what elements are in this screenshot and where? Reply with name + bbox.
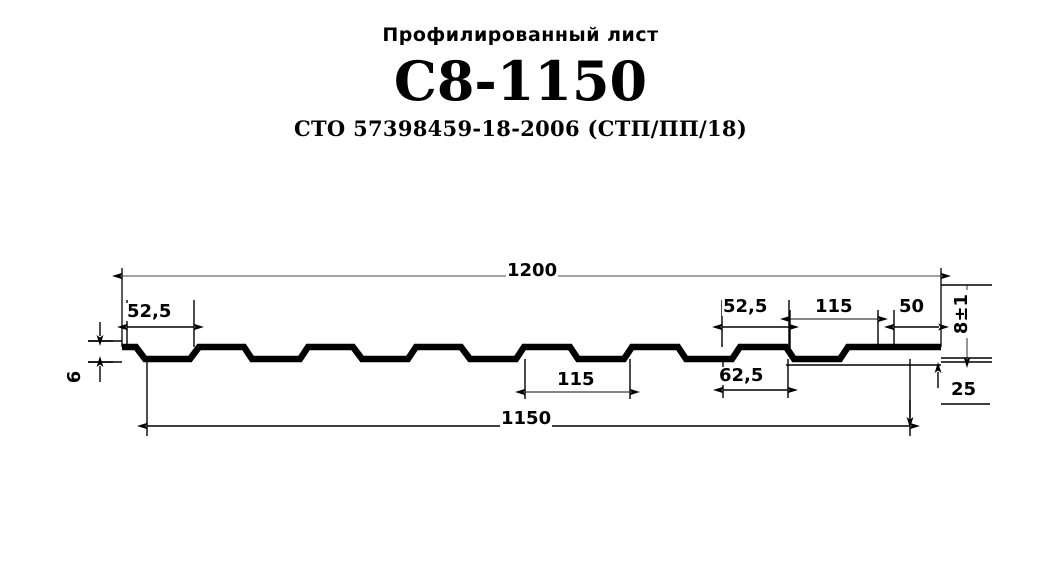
dim-label-25: 25	[950, 379, 978, 400]
dim-label-52-5-right: 52,5	[722, 296, 769, 317]
product-type-label: Профилированный лист	[382, 24, 659, 46]
profile-left-edge	[88, 340, 122, 363]
dim-50	[884, 310, 949, 347]
ext-1200	[121, 268, 942, 347]
profile-outline	[122, 343, 941, 363]
dim-label-1150: 1150	[500, 408, 553, 429]
dim-115-top	[780, 310, 888, 350]
title-block: Профилированный лист С8-1150 СТО 5739845…	[0, 22, 1041, 144]
dim-label-62-5: 62,5	[718, 365, 765, 386]
dim-label-115-top: 115	[814, 296, 854, 317]
standard-reference: СТО 57398459-18-2006 (СТП/ПП/18)	[293, 116, 748, 141]
dim-115-bottom	[515, 359, 640, 399]
dim-label-52-5-left: 52,5	[126, 301, 173, 322]
dim-label-50: 50	[898, 296, 926, 317]
dim-25	[906, 361, 992, 428]
model-designation: С8-1150	[393, 49, 648, 113]
dim-label-8pm1: 8±1	[951, 290, 972, 338]
dim-label-1200: 1200	[506, 260, 559, 281]
dim-label-115-bottom: 115	[556, 369, 596, 390]
dim-label-6: 6	[64, 367, 85, 387]
dim-6	[88, 322, 113, 382]
